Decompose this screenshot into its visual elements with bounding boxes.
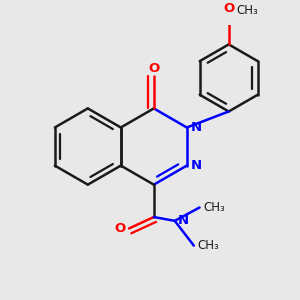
Text: CH₃: CH₃ [203,201,225,214]
Text: O: O [148,61,159,74]
Text: CH₃: CH₃ [236,4,258,16]
Text: N: N [178,214,189,227]
Text: O: O [223,2,234,16]
Text: O: O [114,222,125,235]
Text: N: N [190,121,202,134]
Text: CH₃: CH₃ [198,239,219,252]
Text: N: N [190,159,202,172]
